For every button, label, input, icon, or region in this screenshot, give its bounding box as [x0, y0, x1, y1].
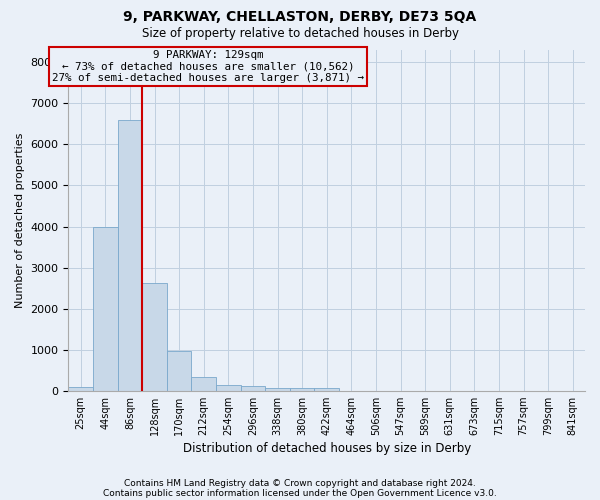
- Text: Contains HM Land Registry data © Crown copyright and database right 2024.: Contains HM Land Registry data © Crown c…: [124, 478, 476, 488]
- Bar: [216, 385, 241, 390]
- Text: 9, PARKWAY, CHELLASTON, DERBY, DE73 5QA: 9, PARKWAY, CHELLASTON, DERBY, DE73 5QA: [124, 10, 476, 24]
- Bar: [191, 377, 216, 390]
- Bar: [265, 388, 290, 390]
- Y-axis label: Number of detached properties: Number of detached properties: [15, 132, 25, 308]
- Text: 9 PARKWAY: 129sqm
← 73% of detached houses are smaller (10,562)
27% of semi-deta: 9 PARKWAY: 129sqm ← 73% of detached hous…: [52, 50, 364, 83]
- Bar: [93, 226, 118, 390]
- Bar: [241, 386, 265, 390]
- Bar: [68, 388, 93, 390]
- Bar: [118, 120, 142, 390]
- Bar: [167, 351, 191, 391]
- Bar: [142, 282, 167, 391]
- Bar: [290, 388, 314, 390]
- Bar: [314, 388, 339, 390]
- Text: Size of property relative to detached houses in Derby: Size of property relative to detached ho…: [142, 28, 458, 40]
- Text: Contains public sector information licensed under the Open Government Licence v3: Contains public sector information licen…: [103, 488, 497, 498]
- X-axis label: Distribution of detached houses by size in Derby: Distribution of detached houses by size …: [182, 442, 471, 455]
